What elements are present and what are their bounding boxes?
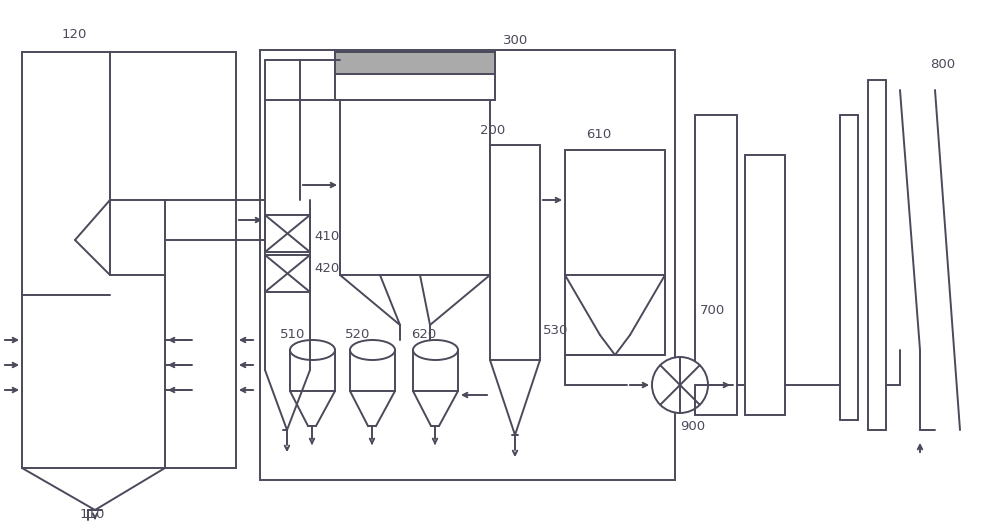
Text: 510: 510 xyxy=(280,329,305,341)
Bar xyxy=(745,155,785,415)
Text: 610: 610 xyxy=(586,128,611,141)
Text: 530: 530 xyxy=(543,323,568,337)
Text: 200: 200 xyxy=(480,124,505,137)
Bar xyxy=(413,350,458,391)
Circle shape xyxy=(652,357,708,413)
Bar xyxy=(335,52,495,100)
Text: 110: 110 xyxy=(80,509,105,521)
Text: 800: 800 xyxy=(930,58,955,72)
Text: 420: 420 xyxy=(314,261,339,275)
Text: 520: 520 xyxy=(345,329,370,341)
Bar xyxy=(350,350,395,391)
Bar xyxy=(22,52,236,468)
Ellipse shape xyxy=(290,340,335,360)
Bar xyxy=(695,115,737,415)
Ellipse shape xyxy=(350,340,395,360)
Text: 410: 410 xyxy=(314,230,339,244)
Text: 700: 700 xyxy=(700,304,725,317)
Bar xyxy=(565,150,665,275)
Bar xyxy=(340,100,490,275)
Bar xyxy=(260,50,675,480)
Text: 900: 900 xyxy=(680,420,705,433)
Bar xyxy=(335,52,495,74)
Text: 300: 300 xyxy=(503,34,528,46)
Text: 620: 620 xyxy=(411,329,436,341)
Text: 120: 120 xyxy=(62,28,87,42)
Ellipse shape xyxy=(413,340,458,360)
Bar xyxy=(290,350,335,391)
Bar xyxy=(490,145,540,360)
